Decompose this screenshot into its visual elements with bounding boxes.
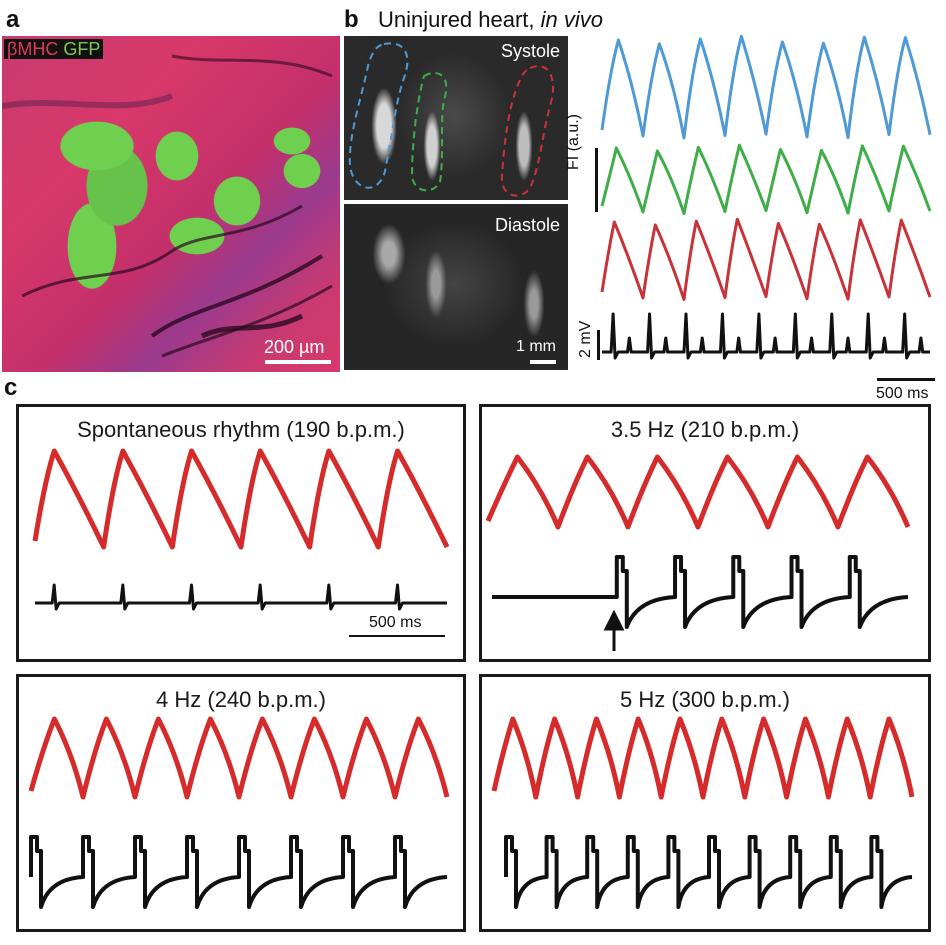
calcium-trace bbox=[485, 454, 911, 530]
box-4hz: 4 Hz (240 b.p.m.) bbox=[16, 674, 466, 932]
pacing-onset-arrow-icon bbox=[603, 609, 625, 651]
label-gfp: GFP bbox=[63, 39, 101, 59]
calcium-trace bbox=[28, 716, 450, 800]
systole-label: Systole bbox=[500, 41, 560, 61]
fi-scale-bar bbox=[595, 148, 598, 212]
diastole-label: Diastole bbox=[494, 215, 560, 235]
fluorescence-traces bbox=[600, 34, 932, 360]
roi-red bbox=[500, 65, 555, 197]
tissue-fissures bbox=[2, 54, 333, 358]
panel-letter-b: b bbox=[344, 6, 359, 33]
trace-red bbox=[600, 217, 932, 301]
box-title-4hz: 4 Hz (240 b.p.m.) bbox=[156, 687, 326, 712]
trace-spontaneous bbox=[32, 448, 450, 611]
paced-ecg-trace bbox=[492, 555, 909, 629]
scale-bar-a bbox=[265, 360, 331, 364]
box-title-5hz: 5 Hz (300 b.p.m.) bbox=[620, 687, 790, 712]
trace-4hz bbox=[28, 716, 450, 909]
roi-outlines bbox=[348, 42, 555, 197]
voltage-scale-bar bbox=[597, 330, 600, 360]
panel-letter-c: c bbox=[4, 374, 18, 401]
immunostaining-micrograph: βMHC GFP 200 µm bbox=[2, 36, 340, 372]
ecg-trace bbox=[35, 583, 447, 611]
panel-letter-a: a bbox=[6, 6, 20, 33]
box-spontaneous: Spontaneous rhythm (190 b.p.m.) 500 ms bbox=[16, 404, 466, 662]
voltage-scale-label: 2 mV bbox=[577, 320, 594, 358]
box-title-3-5hz: 3.5 Hz (210 b.p.m.) bbox=[610, 417, 800, 442]
time-scale-label-b: 500 ms bbox=[876, 385, 929, 402]
roi-green bbox=[410, 72, 448, 192]
time-scale-bar-c bbox=[349, 635, 445, 637]
time-scale-label-c: 500 ms bbox=[369, 614, 422, 631]
systole-image: Systole bbox=[344, 36, 568, 200]
scale-label-1mm: 1 mm bbox=[516, 338, 556, 355]
trace-5hz bbox=[491, 716, 915, 909]
paced-ecg-trace bbox=[504, 835, 913, 909]
panel-b-title: Uninjured heart, in vivo bbox=[378, 8, 603, 32]
calcium-trace bbox=[491, 716, 915, 800]
paced-ecg-trace bbox=[29, 835, 448, 909]
panel-b-title-main: Uninjured heart, bbox=[378, 7, 541, 32]
box-5hz: 5 Hz (300 b.p.m.) bbox=[479, 674, 931, 932]
scale-label-200um: 200 µm bbox=[264, 337, 325, 357]
scale-bar-b bbox=[530, 360, 556, 364]
fi-axis-label: FI (a.u.) bbox=[565, 113, 582, 170]
trace-blue bbox=[600, 34, 932, 140]
roi-blue bbox=[348, 42, 409, 189]
label-bmhc: βMHC bbox=[7, 39, 59, 59]
time-scale-bar-b bbox=[877, 378, 935, 381]
box-title-spontaneous: Spontaneous rhythm (190 b.p.m.) bbox=[77, 417, 405, 442]
trace-ecg bbox=[602, 312, 930, 360]
diastole-image: Diastole 1 mm bbox=[344, 204, 568, 370]
trace-green bbox=[600, 143, 932, 215]
trace-3-5hz bbox=[485, 454, 911, 651]
panel-b-title-italic: in vivo bbox=[540, 7, 604, 32]
box-3-5hz: 3.5 Hz (210 b.p.m.) bbox=[479, 404, 931, 662]
calcium-trace bbox=[32, 448, 450, 550]
